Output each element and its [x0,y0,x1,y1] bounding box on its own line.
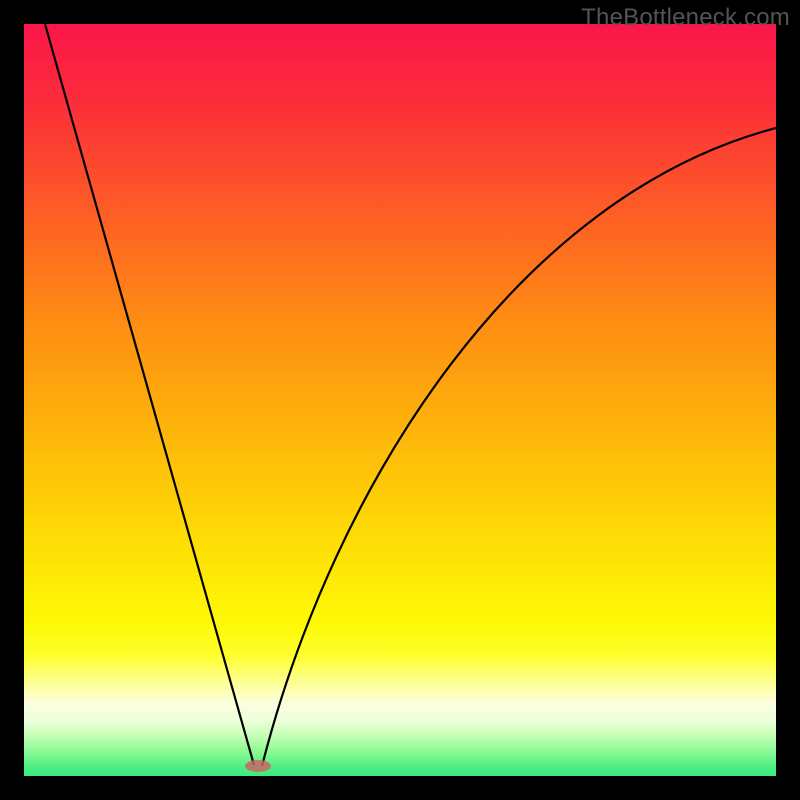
bottleneck-chart [0,0,800,800]
watermark-text: TheBottleneck.com [581,4,790,32]
gradient-background [0,0,800,800]
vertex-marker [245,760,271,772]
